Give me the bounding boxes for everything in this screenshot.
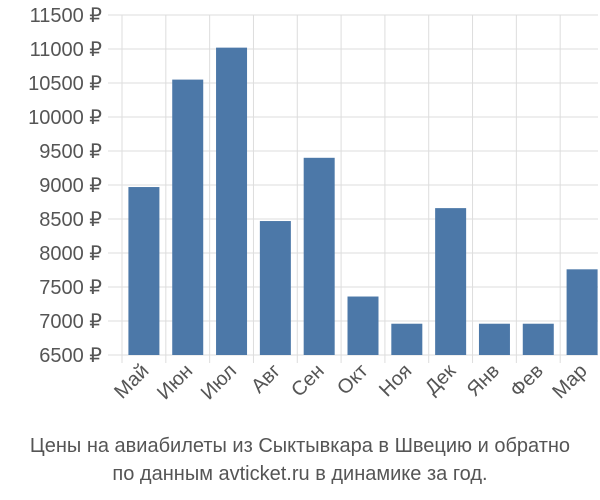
bar-chart: 6500 ₽ 7000 ₽ 7500 ₽ 8000 ₽ 8500 ₽ 9000 ₽ 9500… bbox=[28, 5, 598, 404]
bar-5 bbox=[303, 157, 335, 355]
x-tick-label: Июн bbox=[153, 360, 197, 404]
bar-9 bbox=[478, 323, 510, 355]
x-tick-label: Май bbox=[110, 360, 153, 403]
bar-2 bbox=[172, 79, 204, 355]
caption-line-2: по данным avticket.ru в динамике за год. bbox=[112, 463, 488, 485]
bar-7 bbox=[391, 323, 423, 355]
y-tick-label: 7000 ₽ bbox=[39, 311, 102, 333]
x-tick-label: Окт bbox=[333, 360, 372, 399]
y-tick-label: 11500 ₽ bbox=[30, 5, 103, 27]
y-tick-label: 9500 ₽ bbox=[39, 141, 102, 163]
bar-3 bbox=[216, 47, 248, 355]
x-tick-label: Авг bbox=[247, 360, 285, 398]
chart-caption: Цены на авиабилеты из Сыктывкара в Швеци… bbox=[0, 432, 600, 488]
bar-8 bbox=[435, 208, 467, 355]
bar-11 bbox=[566, 269, 598, 355]
y-tick-label: 8000 ₽ bbox=[39, 243, 102, 265]
bar-1 bbox=[128, 187, 160, 355]
x-tick-label: Июл bbox=[197, 360, 241, 404]
x-tick-label: Ноя bbox=[375, 360, 416, 401]
y-tick-label: 9000 ₽ bbox=[39, 175, 102, 197]
y-tick-label: 6500 ₽ bbox=[39, 345, 102, 367]
bar-4 bbox=[259, 221, 291, 355]
y-tick-label: 11000 ₽ bbox=[30, 39, 103, 61]
y-axis-ticks: 6500 ₽ 7000 ₽ 7500 ₽ 8000 ₽ 8500 ₽ 9000 ₽ 9500… bbox=[28, 5, 102, 367]
y-tick-label: 10000 ₽ bbox=[28, 107, 102, 129]
bar-6 bbox=[347, 296, 379, 355]
caption-line-1: Цены на авиабилеты из Сыктывкара в Швеци… bbox=[29, 435, 571, 457]
x-tick-label: Сен bbox=[287, 360, 328, 401]
x-tick-label: Мар bbox=[548, 360, 591, 403]
bars bbox=[128, 47, 598, 355]
y-tick-label: 10500 ₽ bbox=[28, 73, 102, 95]
x-tick-label: Янв bbox=[463, 360, 504, 401]
x-tick-label: Дек bbox=[421, 360, 460, 399]
x-tick-label: Фев bbox=[506, 360, 548, 402]
y-tick-label: 8500 ₽ bbox=[39, 209, 102, 231]
x-axis-labels: Май Июн Июл Авг Сен Окт Ноя Дек Янв Фев Мар bbox=[110, 360, 591, 404]
bar-10 bbox=[522, 323, 554, 355]
y-tick-label: 7500 ₽ bbox=[39, 277, 102, 299]
